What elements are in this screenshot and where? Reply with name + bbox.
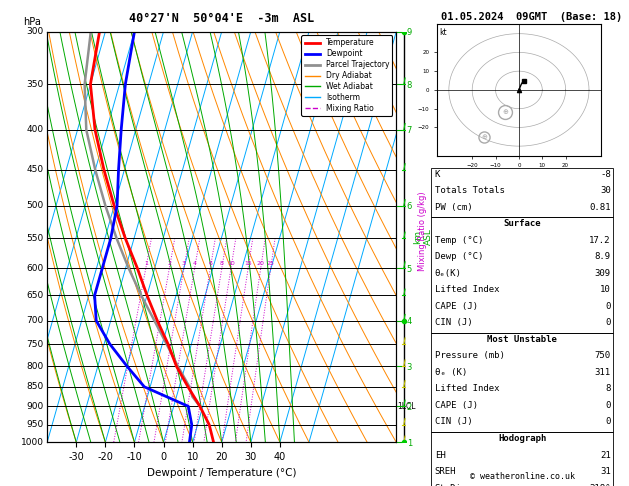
Text: 8: 8: [605, 384, 611, 394]
Text: 450: 450: [26, 165, 43, 174]
Text: 650: 650: [26, 291, 43, 300]
Text: 400: 400: [26, 125, 43, 134]
Text: 500: 500: [26, 201, 43, 210]
Text: 30: 30: [600, 186, 611, 195]
Text: 10: 10: [227, 261, 235, 266]
Text: 950: 950: [26, 420, 43, 429]
Text: Temp (°C): Temp (°C): [435, 236, 483, 245]
Text: K: K: [435, 170, 440, 179]
Text: 350: 350: [26, 80, 43, 88]
Text: Lifted Index: Lifted Index: [435, 384, 499, 394]
Text: Mixing Ratio (g/kg): Mixing Ratio (g/kg): [418, 191, 427, 271]
Text: kt: kt: [440, 28, 447, 37]
Text: 800: 800: [26, 362, 43, 371]
Text: StmDir: StmDir: [435, 484, 467, 486]
Text: ⊕: ⊕: [481, 134, 487, 140]
Text: 6: 6: [208, 261, 213, 266]
Text: 4: 4: [192, 261, 197, 266]
Text: 2: 2: [167, 261, 172, 266]
Text: EH: EH: [435, 451, 445, 460]
Text: 40°27'N  50°04'E  -3m  ASL: 40°27'N 50°04'E -3m ASL: [129, 12, 314, 25]
Text: Lifted Index: Lifted Index: [435, 285, 499, 295]
Text: CIN (J): CIN (J): [435, 318, 472, 328]
Text: PW (cm): PW (cm): [435, 203, 472, 212]
Text: © weatheronline.co.uk: © weatheronline.co.uk: [470, 472, 574, 481]
Text: 0.81: 0.81: [589, 203, 611, 212]
Text: Hodograph: Hodograph: [498, 434, 546, 443]
Text: 15: 15: [244, 261, 252, 266]
Text: θₑ(K): θₑ(K): [435, 269, 462, 278]
Text: 0: 0: [605, 302, 611, 311]
Text: SREH: SREH: [435, 467, 456, 476]
Text: 1: 1: [144, 261, 148, 266]
Text: 300: 300: [26, 27, 43, 36]
Text: 309: 309: [594, 269, 611, 278]
Text: 900: 900: [26, 402, 43, 411]
Text: 850: 850: [26, 382, 43, 391]
Y-axis label: km
ASL: km ASL: [413, 228, 433, 245]
Text: 311: 311: [594, 368, 611, 377]
Text: 750: 750: [26, 340, 43, 348]
Text: Most Unstable: Most Unstable: [487, 335, 557, 344]
Text: -8: -8: [600, 170, 611, 179]
Text: 0: 0: [605, 417, 611, 427]
Text: 0: 0: [605, 401, 611, 410]
Text: hPa: hPa: [23, 17, 41, 28]
Text: Pressure (mb): Pressure (mb): [435, 351, 504, 361]
Text: 8.9: 8.9: [594, 252, 611, 261]
Text: 218°: 218°: [589, 484, 611, 486]
Text: 01.05.2024  09GMT  (Base: 18): 01.05.2024 09GMT (Base: 18): [441, 12, 622, 22]
Text: 17.2: 17.2: [589, 236, 611, 245]
Text: θₑ (K): θₑ (K): [435, 368, 467, 377]
Text: 550: 550: [26, 234, 43, 243]
Text: CAPE (J): CAPE (J): [435, 401, 477, 410]
Text: 8: 8: [220, 261, 224, 266]
Text: CIN (J): CIN (J): [435, 417, 472, 427]
Text: Dewp (°C): Dewp (°C): [435, 252, 483, 261]
Legend: Temperature, Dewpoint, Parcel Trajectory, Dry Adiabat, Wet Adiabat, Isotherm, Mi: Temperature, Dewpoint, Parcel Trajectory…: [301, 35, 392, 116]
Text: 700: 700: [26, 316, 43, 325]
Text: 1LCL: 1LCL: [397, 402, 416, 411]
Text: Surface: Surface: [503, 219, 541, 228]
Text: 25: 25: [267, 261, 275, 266]
Text: 1000: 1000: [21, 438, 43, 447]
Text: 21: 21: [600, 451, 611, 460]
Text: 10: 10: [600, 285, 611, 295]
Text: 600: 600: [26, 263, 43, 273]
Text: Totals Totals: Totals Totals: [435, 186, 504, 195]
Text: 31: 31: [600, 467, 611, 476]
Text: 0: 0: [605, 318, 611, 328]
Text: ⊕: ⊕: [502, 109, 508, 115]
Text: 750: 750: [594, 351, 611, 361]
X-axis label: Dewpoint / Temperature (°C): Dewpoint / Temperature (°C): [147, 468, 296, 478]
Text: 20: 20: [257, 261, 265, 266]
Text: CAPE (J): CAPE (J): [435, 302, 477, 311]
Text: 3: 3: [182, 261, 186, 266]
